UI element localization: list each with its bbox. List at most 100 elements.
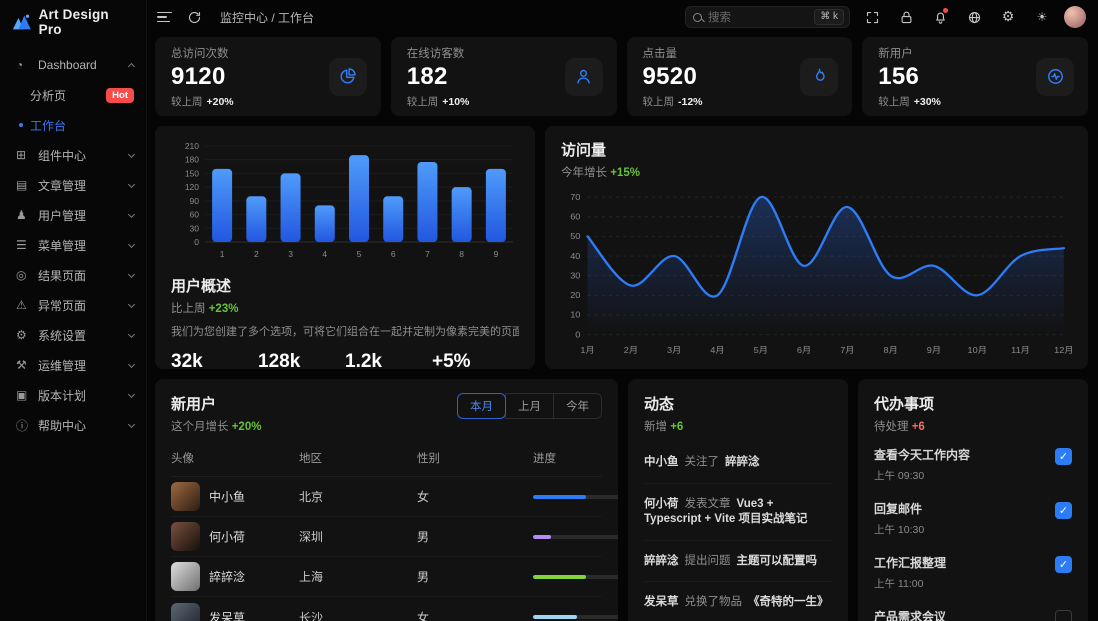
lock-icon[interactable] (894, 5, 918, 29)
table-row: 誶誶淰 上海 男 60% (171, 557, 618, 597)
stat-value: 182 (406, 62, 448, 90)
sidebar-item-label: 异常页面 (38, 298, 87, 313)
checkbox-unchecked[interactable] (1055, 610, 1072, 621)
progress-bar (533, 494, 618, 499)
svg-text:7: 7 (425, 249, 430, 259)
app-logo[interactable]: Art Design Pro (0, 7, 146, 37)
compare-label: 较上周 (878, 95, 910, 108)
user-name: 何小荷 (209, 530, 246, 544)
theme-sun-icon[interactable]: ☀ (1036, 10, 1048, 24)
svg-text:3: 3 (288, 249, 293, 259)
overview-stat: 1.2k日访问量 (345, 351, 432, 369)
visits-growth-delta: +15% (610, 167, 640, 179)
breadcrumb[interactable]: 监控中心 / 工作台 (220, 10, 315, 25)
table-row: 中小鱼 北京 女 60% (171, 477, 618, 517)
language-globe-icon[interactable] (962, 5, 986, 29)
refresh-icon[interactable] (182, 5, 206, 29)
tab-本月[interactable]: 本月 (457, 393, 506, 419)
user-cell: 誶誶淰 (171, 562, 299, 591)
sidebar-item-menus[interactable]: ☰ 菜单管理 (0, 230, 146, 260)
svg-text:8: 8 (459, 249, 464, 259)
checkbox-checked[interactable]: ✓ (1055, 502, 1072, 519)
fullscreen-icon[interactable] (860, 5, 884, 29)
charts-row: 0 30 60 90 120 150 180 210 1 2 3 4 5 6 7 8 9 用户概述 比上周 +2… (155, 126, 1088, 369)
svg-text:70: 70 (570, 192, 580, 202)
sidebar-item-articles[interactable]: ▤ 文章管理 (0, 170, 146, 200)
chevron-up-icon (127, 62, 136, 71)
todo-body: 工作汇报整理 上午 11:00 (874, 554, 946, 591)
gender-cell: 女 (417, 490, 430, 504)
chevron-down-icon (127, 240, 136, 248)
sidebar-item-label: 结果页面 (38, 268, 87, 283)
settings-gear-icon[interactable]: ⚙ (1001, 9, 1015, 25)
overview-stat-value: 128k (258, 351, 301, 369)
notifications-bell-icon[interactable] (928, 5, 952, 29)
tab-上月[interactable]: 上月 (505, 393, 554, 419)
stat-value: 9120 (171, 62, 226, 90)
tab-今年[interactable]: 今年 (553, 393, 602, 419)
sidebar-item-dashboard[interactable]: ◔ Dashboard (0, 50, 146, 80)
sidebar-subitem-analysis[interactable]: 分析页 Hot (0, 80, 146, 110)
todo-text: 产品需求会议 (874, 610, 947, 621)
todo-item: 工作汇报整理 上午 11:00 ✓ (874, 554, 1072, 591)
right-column: 监控中心 / 工作台 搜索 ⌘ k ⚙ ☀ (147, 0, 1098, 621)
progress-bar (533, 574, 618, 579)
sidebar-item-ops[interactable]: ⚒ 运维管理 (0, 350, 146, 380)
svg-text:8月: 8月 (883, 346, 897, 356)
sidebar-item-result[interactable]: ◎ 结果页面 (0, 260, 146, 290)
overview-stat: 128k总访问量 (258, 351, 345, 369)
todo-item: 产品需求会议下午 02:00 (874, 608, 1072, 621)
svg-text:6: 6 (391, 249, 396, 259)
todo-item: 查看今天工作内容 上午 09:30 ✓ (874, 446, 1072, 483)
progress-fill (533, 615, 577, 619)
overview-stat: 32k总用户量 (171, 351, 258, 369)
todo-item: 回复邮件 上午 10:30 ✓ (874, 500, 1072, 537)
menu-toggle-icon[interactable] (157, 11, 172, 23)
todo-time: 上午 09:30 (874, 470, 925, 482)
activity-action: 关注了 (684, 456, 720, 468)
column-header: 头像 (171, 453, 194, 465)
sidebar-item-label: 组件中心 (38, 148, 87, 163)
sidebar-item-components[interactable]: ⊞ 组件中心 (0, 140, 146, 170)
svg-text:7月: 7月 (840, 346, 854, 356)
activity-list: 中小鱼 关注了 誶誶淰 何小荷 发表文章 Vue3 + Typescript + Vite… (644, 442, 832, 621)
stat-card-2: 点击量 9520 较上周 -12% (626, 37, 853, 116)
todos-title: 代办事项 (874, 396, 935, 413)
region-cell: 上海 (299, 570, 324, 584)
checkbox-checked[interactable]: ✓ (1055, 448, 1072, 465)
svg-text:4月: 4月 (710, 346, 724, 356)
sidebar-item-settings[interactable]: ⚙ 系统设置 (0, 320, 146, 350)
column-header: 性别 (417, 453, 440, 465)
new-users-title: 新用户 (171, 396, 217, 413)
region-cell: 深圳 (299, 530, 324, 544)
compare-label: 较上周 (642, 95, 675, 108)
user-avatar[interactable] (1064, 6, 1086, 28)
pulse-icon (1036, 57, 1074, 96)
stat-compare: 较上周 -12% (643, 94, 837, 109)
progress-fill (533, 534, 551, 539)
sidebar-item-exception[interactable]: ⚠ 异常页面 (0, 290, 146, 320)
svg-text:5: 5 (357, 249, 362, 259)
activity-action: 兑换了物品 (684, 596, 743, 609)
checkbox-checked[interactable]: ✓ (1055, 556, 1072, 573)
avatar (171, 522, 200, 551)
gender-cell: 男 (417, 570, 430, 584)
search-input[interactable]: 搜索 ⌘ k (685, 6, 850, 28)
user-overview: 用户概述 比上周 +23% 我们为您创建了多个选项，可将它们组合在一起并定制为像… (171, 275, 519, 369)
svg-text:40: 40 (570, 251, 580, 261)
hot-badge: Hot (106, 87, 134, 103)
sidebar-item-users[interactable]: ♟ 用户管理 (0, 200, 146, 230)
sidebar-subitem-console[interactable]: 工作台 (0, 110, 146, 140)
activity-title: 动态 (644, 396, 675, 413)
activity-target: 《奇特的一生》 (748, 596, 829, 609)
new-users-table: 中小鱼北京女60%何小荷深圳男20%誶誶淰上海男60%发呆草长沙女50% (171, 477, 618, 621)
stat-card-0: 总访问次数 9120 较上周 +20% (155, 37, 381, 116)
check-circle-icon: ◎ (16, 268, 27, 282)
compare-label: 较上周 (171, 95, 203, 108)
chevron-down-icon (127, 330, 136, 338)
search-icon (693, 12, 702, 22)
activity-user: 发呆草 (644, 596, 679, 609)
sidebar-item-changelog[interactable]: ▣ 版本计划 (0, 380, 146, 410)
sidebar-item-help[interactable]: ⓘ 帮助中心 (0, 410, 146, 440)
svg-text:5月: 5月 (754, 346, 768, 356)
